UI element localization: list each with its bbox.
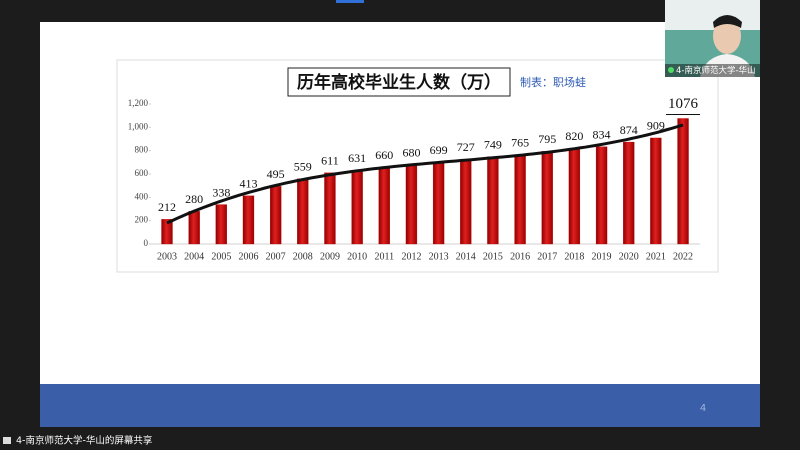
share-banner-bg <box>0 430 200 450</box>
data-label: 680 <box>402 145 420 159</box>
bar <box>595 146 608 245</box>
share-icon <box>3 437 11 444</box>
x-tick-label: 2009 <box>320 251 340 262</box>
data-label: 559 <box>294 160 312 174</box>
x-tick-label: 2007 <box>266 251 286 262</box>
y-tick-label: 1,000 <box>128 121 149 131</box>
bar <box>351 170 363 245</box>
x-tick-label: 2020 <box>619 251 639 262</box>
x-tick-label: 2015 <box>483 251 503 262</box>
title-box <box>287 67 511 97</box>
x-tick-label: 2005 <box>211 251 231 262</box>
data-label: 834 <box>593 127 611 141</box>
share-banner: 4-南京师范大学-华山的屏幕共享 <box>16 435 152 447</box>
data-label: 611 <box>321 153 339 167</box>
webcam-backdrop <box>665 0 760 30</box>
webcam-label: 4-南京师范大学-华山 <box>676 65 756 76</box>
bar <box>487 156 499 245</box>
data-label: 495 <box>267 167 285 181</box>
y-tick-label: 600 <box>135 168 149 178</box>
webcam-hair <box>713 15 742 28</box>
y-tick-label: 400 <box>135 191 149 201</box>
y-tick-label: 1,200 <box>128 98 149 108</box>
data-label: 749 <box>484 137 502 151</box>
x-tick-label: 2016 <box>510 251 530 262</box>
data-label: 1076 <box>668 96 699 112</box>
page-number: 4 <box>700 403 706 414</box>
data-label: 795 <box>538 132 556 146</box>
bar <box>432 162 445 245</box>
webcam-shirt <box>700 54 755 77</box>
data-label: 765 <box>511 136 529 150</box>
data-label: 631 <box>348 151 366 165</box>
bar <box>568 148 581 245</box>
data-label: 660 <box>375 148 393 162</box>
bar <box>324 172 336 245</box>
bar <box>650 137 662 245</box>
data-label: 820 <box>565 129 583 143</box>
bar <box>188 211 200 245</box>
bar <box>405 164 418 245</box>
bar <box>242 195 255 245</box>
bar <box>269 186 282 245</box>
x-tick-label: 2017 <box>537 251 557 262</box>
data-label: 874 <box>620 123 638 137</box>
slide-footer <box>40 384 760 427</box>
bar <box>541 151 553 245</box>
data-label: 413 <box>239 177 257 191</box>
x-tick-label: 2014 <box>456 251 476 262</box>
x-tick-label: 2021 <box>646 251 666 262</box>
x-tick-label: 2010 <box>347 251 367 262</box>
x-tick-label: 2008 <box>293 251 313 262</box>
mic-icon <box>668 67 674 73</box>
x-tick-label: 2022 <box>673 251 693 262</box>
data-label: 909 <box>647 119 665 133</box>
bar <box>623 141 635 245</box>
x-tick-label: 2004 <box>184 251 204 262</box>
chart-credit: 制表：职场蛙 <box>520 75 586 89</box>
data-label: 212 <box>158 200 176 214</box>
x-tick-label: 2013 <box>429 251 449 262</box>
x-tick-label: 2006 <box>238 251 258 262</box>
y-tick-label: 200 <box>135 215 149 225</box>
plot: 0 200 400 600 800 1,000 1,200 2003 212 2004 280 200… <box>128 96 701 262</box>
data-label: 699 <box>430 143 448 157</box>
x-tick-label: 2018 <box>564 251 584 262</box>
x-tick-label: 2003 <box>157 251 177 262</box>
bar <box>378 166 390 245</box>
data-label: 727 <box>457 140 475 154</box>
bar <box>215 204 227 245</box>
data-label: 280 <box>185 192 203 206</box>
y-tick-label: 0 <box>144 238 149 248</box>
data-label: 338 <box>212 185 230 199</box>
bar <box>677 118 689 245</box>
y-tick-label: 800 <box>135 145 149 155</box>
webcam-face <box>713 18 741 54</box>
bar <box>514 154 526 245</box>
x-tick-label: 2011 <box>374 251 394 262</box>
webcam-label-bg <box>665 64 760 77</box>
bar <box>460 159 472 245</box>
bar <box>297 178 309 245</box>
share-indicator <box>336 0 364 3</box>
trend-line <box>166 123 684 225</box>
bar <box>161 219 173 245</box>
x-tick-label: 2012 <box>401 251 421 262</box>
x-tick-label: 2019 <box>592 251 612 262</box>
chart-title: 历年高校毕业生人数（万） <box>297 72 501 93</box>
